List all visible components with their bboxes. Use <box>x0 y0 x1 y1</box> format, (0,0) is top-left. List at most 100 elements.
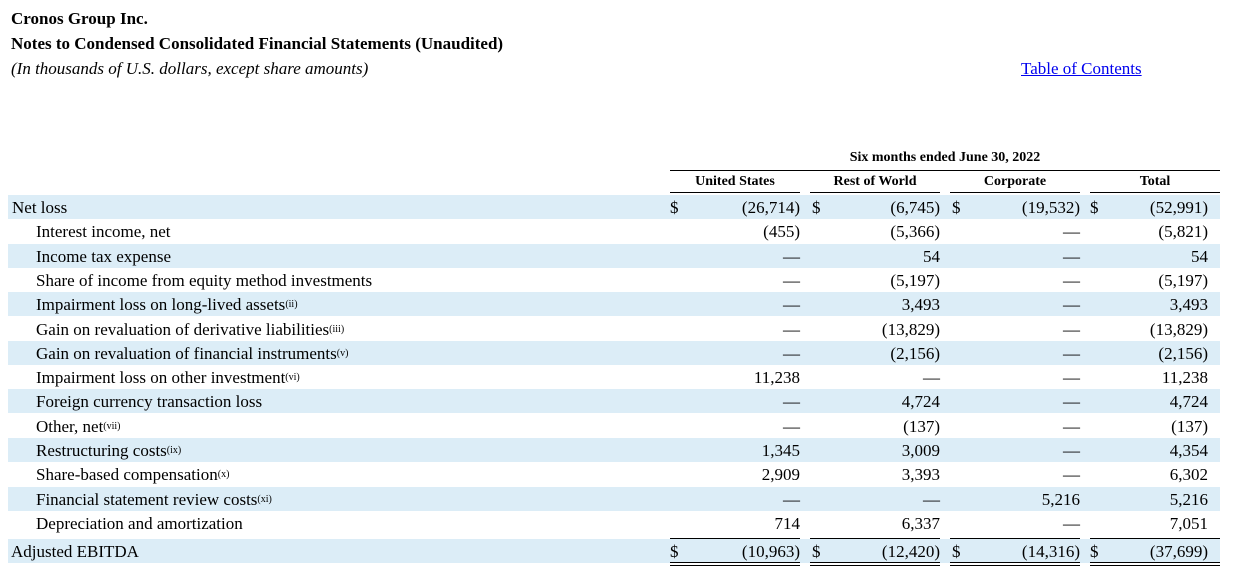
cell-corporate: — <box>1063 441 1080 460</box>
cell-rest-of-world: (6,745) <box>890 198 940 217</box>
cell-total: (52,991) <box>1149 198 1208 217</box>
footnote-marker: (xi) <box>257 493 272 505</box>
cell-united-states: 1,345 <box>761 441 800 460</box>
cell-total: (137) <box>1171 416 1208 436</box>
cell-united-states: — <box>783 343 800 363</box>
subtotal-rule <box>670 538 800 539</box>
statement-title: Notes to Condensed Consolidated Financia… <box>11 34 504 53</box>
cell-corporate: — <box>1063 368 1080 388</box>
footnote-marker: (vii) <box>103 420 121 432</box>
cell-total: (2,156) <box>1158 343 1208 363</box>
cell-united-states: 2,909 <box>761 465 800 485</box>
cell-rest-of-world: (137) <box>903 416 940 436</box>
cell-corporate: — <box>1063 270 1080 290</box>
cell-corporate: — <box>1063 392 1080 412</box>
cell-united-states: — <box>783 416 800 436</box>
cell-corporate: — <box>1063 465 1080 485</box>
cell-rest-of-world: (2,156) <box>890 343 940 363</box>
cell-united-states: — <box>783 295 800 315</box>
column-header-united-states: United States <box>695 174 775 189</box>
row-label-text: Net loss <box>12 198 68 217</box>
footnote-marker: (vi) <box>285 372 300 384</box>
currency-symbol: $ <box>952 198 961 217</box>
table-row: Share of income from equity method inves… <box>8 268 1220 292</box>
cell-rest-of-world: (5,197) <box>890 270 940 290</box>
row-label-text: Gain on revaluation of derivative liabil… <box>36 319 330 339</box>
cell-corporate: (14,316) <box>1021 542 1080 561</box>
row-label-text: Impairment loss on long-lived assets <box>36 295 286 315</box>
footnote-marker: (v) <box>336 347 349 359</box>
table-row: Impairment loss on long-lived assets(ii)… <box>8 292 1220 317</box>
currency-symbol: $ <box>812 198 821 217</box>
row-label: Gain on revaluation of financial instrum… <box>36 341 348 365</box>
cell-corporate: — <box>1063 295 1080 315</box>
cell-corporate: (19,532) <box>1021 198 1080 217</box>
subtotal-rule <box>810 538 940 539</box>
row-label: Restructuring costs(ix) <box>36 438 181 462</box>
total-double-rule <box>810 562 940 566</box>
cell-united-states: — <box>783 246 800 266</box>
cell-rest-of-world: 6,337 <box>901 513 940 533</box>
row-label: Foreign currency transaction loss <box>36 389 262 413</box>
total-row: Adjusted EBITDA $ (10,963) $ (12,420) $ (14,31… <box>8 539 1220 563</box>
cell-total: (13,829) <box>1149 319 1208 339</box>
row-label-text: Share-based compensation <box>36 465 218 485</box>
cell-rest-of-world: (12,420) <box>881 542 940 561</box>
cell-rest-of-world: 54 <box>923 246 940 266</box>
cell-corporate: — <box>1063 343 1080 363</box>
row-label: Impairment loss on other investment(vi) <box>36 365 300 389</box>
table-row: Share-based compensation(x) 2,909 3,393 — 6,… <box>8 462 1220 486</box>
cell-total: (37,699) <box>1149 542 1208 561</box>
currency-symbol: $ <box>812 542 821 561</box>
row-label: Share-based compensation(x) <box>36 462 229 486</box>
table-row: Income tax expense — 54 — 54 <box>8 243 1220 268</box>
period-rule <box>670 170 1220 171</box>
table-row: Net loss $ (26,714) $ (6,745) $ (19,532) $ (52,9… <box>8 195 1220 219</box>
cell-united-states: (455) <box>763 222 800 242</box>
footnote-marker: (ii) <box>285 299 298 311</box>
table-row: Foreign currency transaction loss — 4,724 —… <box>8 389 1220 414</box>
period-header: Six months ended June 30, 2022 <box>849 150 1041 165</box>
subtotal-rule <box>950 538 1080 539</box>
column-rule <box>670 192 800 193</box>
row-label-text: Financial statement review costs <box>36 489 258 509</box>
row-label-text: Share of income from equity method inves… <box>36 270 373 290</box>
total-double-rule <box>950 562 1080 566</box>
cell-united-states: — <box>783 489 800 509</box>
row-label-text: Income tax expense <box>36 246 171 266</box>
cell-corporate: — <box>1063 319 1080 339</box>
currency-symbol: $ <box>952 542 961 561</box>
currency-symbol: $ <box>670 198 679 217</box>
cell-united-states: — <box>783 319 800 339</box>
total-double-rule <box>670 562 800 566</box>
cell-rest-of-world: 4,724 <box>901 392 940 412</box>
cell-corporate: — <box>1063 246 1080 266</box>
footnote-marker: (iii) <box>329 323 345 335</box>
cell-rest-of-world: — <box>923 368 940 388</box>
column-header-total: Total <box>1139 174 1171 189</box>
row-label-text: Interest income, net <box>36 222 171 242</box>
cell-rest-of-world: 3,493 <box>901 295 940 315</box>
cell-united-states: 11,238 <box>753 368 800 388</box>
table-row: Gain on revaluation of derivative liabil… <box>8 317 1220 341</box>
currency-symbol: $ <box>1090 542 1099 561</box>
cell-rest-of-world: 3,393 <box>901 465 940 485</box>
row-label-text: Other, net <box>36 416 104 436</box>
cell-united-states: 714 <box>774 513 801 533</box>
cell-corporate: — <box>1063 222 1080 242</box>
cell-rest-of-world: (5,366) <box>890 222 940 242</box>
row-label: Net loss <box>12 195 67 219</box>
cell-united-states: (26,714) <box>741 198 800 217</box>
column-rule <box>810 192 940 193</box>
row-label-text: Depreciation and amortization <box>36 513 243 533</box>
row-label-text: Restructuring costs <box>36 441 167 460</box>
cell-corporate: — <box>1063 416 1080 436</box>
table-row: Depreciation and amortization 714 6,337 — 7,… <box>8 511 1220 535</box>
row-label: Income tax expense <box>36 244 171 268</box>
table-of-contents-link[interactable]: Table of Contents <box>1021 59 1142 78</box>
table-row: Interest income, net (455) (5,366) — (5,821) <box>8 219 1220 243</box>
row-label: Share of income from equity method inves… <box>36 268 372 292</box>
cell-total: 54 <box>1191 246 1208 266</box>
footnote-marker: (ix) <box>166 445 182 456</box>
table-row: Impairment loss on other investment(vi) 1… <box>8 365 1220 389</box>
